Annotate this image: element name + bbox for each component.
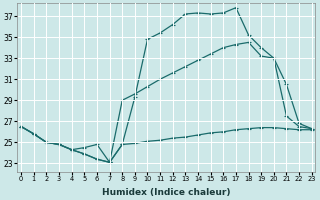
X-axis label: Humidex (Indice chaleur): Humidex (Indice chaleur) [102,188,231,197]
